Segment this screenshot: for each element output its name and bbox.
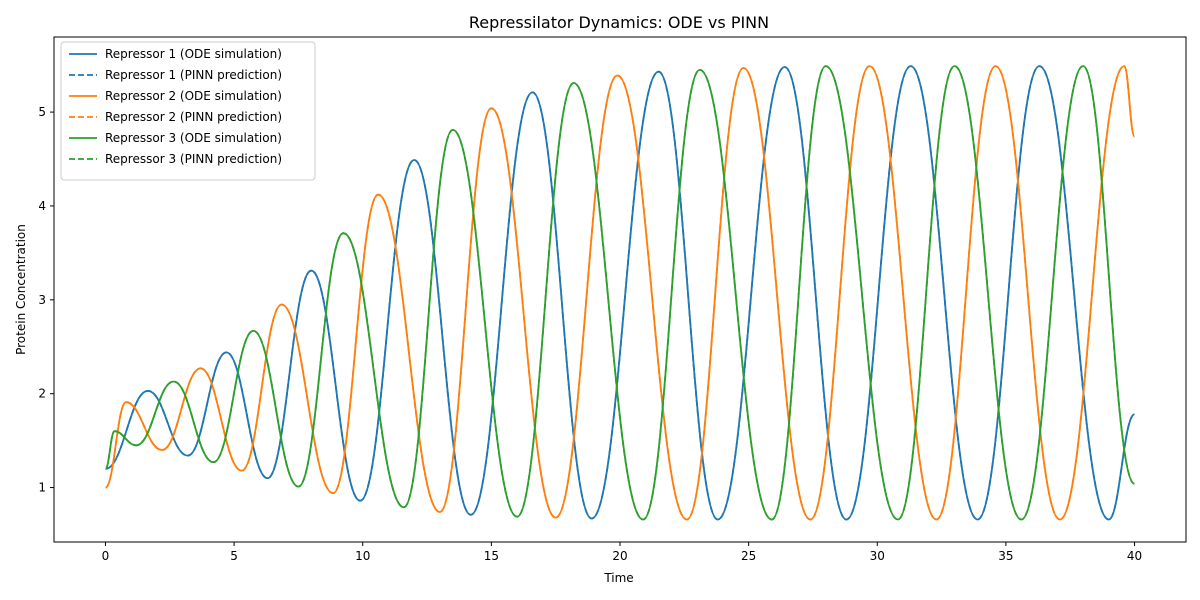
series-line-4	[104, 65, 1136, 521]
y-tick-label: 5	[38, 105, 46, 119]
x-tick-label: 40	[1127, 549, 1142, 563]
legend-box	[60, 41, 316, 181]
y-axis-label: Protein Concentration	[14, 224, 28, 355]
series-line-6	[104, 65, 1136, 521]
x-tick-label: 20	[612, 549, 627, 563]
legend-label: Repressor 2 (ODE simulation)	[105, 89, 282, 103]
chart-title: Repressilator Dynamics: ODE vs PINN	[469, 13, 769, 32]
x-tick-label: 15	[484, 549, 499, 563]
x-tick-label: 10	[355, 549, 370, 563]
x-tick-label: 5	[230, 549, 238, 563]
legend-label: Repressor 3 (ODE simulation)	[105, 131, 282, 145]
y-tick-label: 4	[38, 199, 46, 213]
x-tick-label: 30	[870, 549, 885, 563]
plot-area	[104, 65, 1136, 521]
x-axis: 0 5 10 15 20 25 30 35 40	[102, 542, 1142, 563]
legend-label: Repressor 2 (PINN prediction)	[105, 110, 282, 124]
y-tick-label: 2	[38, 387, 46, 401]
legend-label: Repressor 1 (ODE simulation)	[105, 47, 282, 61]
y-tick-label: 1	[38, 481, 46, 495]
x-axis-label: Time	[603, 571, 633, 585]
series-line-2	[105, 65, 1136, 521]
x-tick-label: 0	[102, 549, 110, 563]
legend: Repressor 1 (ODE simulation) Repressor 1 …	[60, 41, 316, 181]
x-tick-label: 35	[998, 549, 1013, 563]
x-tick-label: 25	[741, 549, 756, 563]
y-axis: 1 2 3 4 5	[38, 105, 54, 495]
y-tick-label: 3	[38, 293, 46, 307]
legend-label: Repressor 1 (PINN prediction)	[105, 68, 282, 82]
legend-label: Repressor 3 (PINN prediction)	[105, 152, 282, 166]
